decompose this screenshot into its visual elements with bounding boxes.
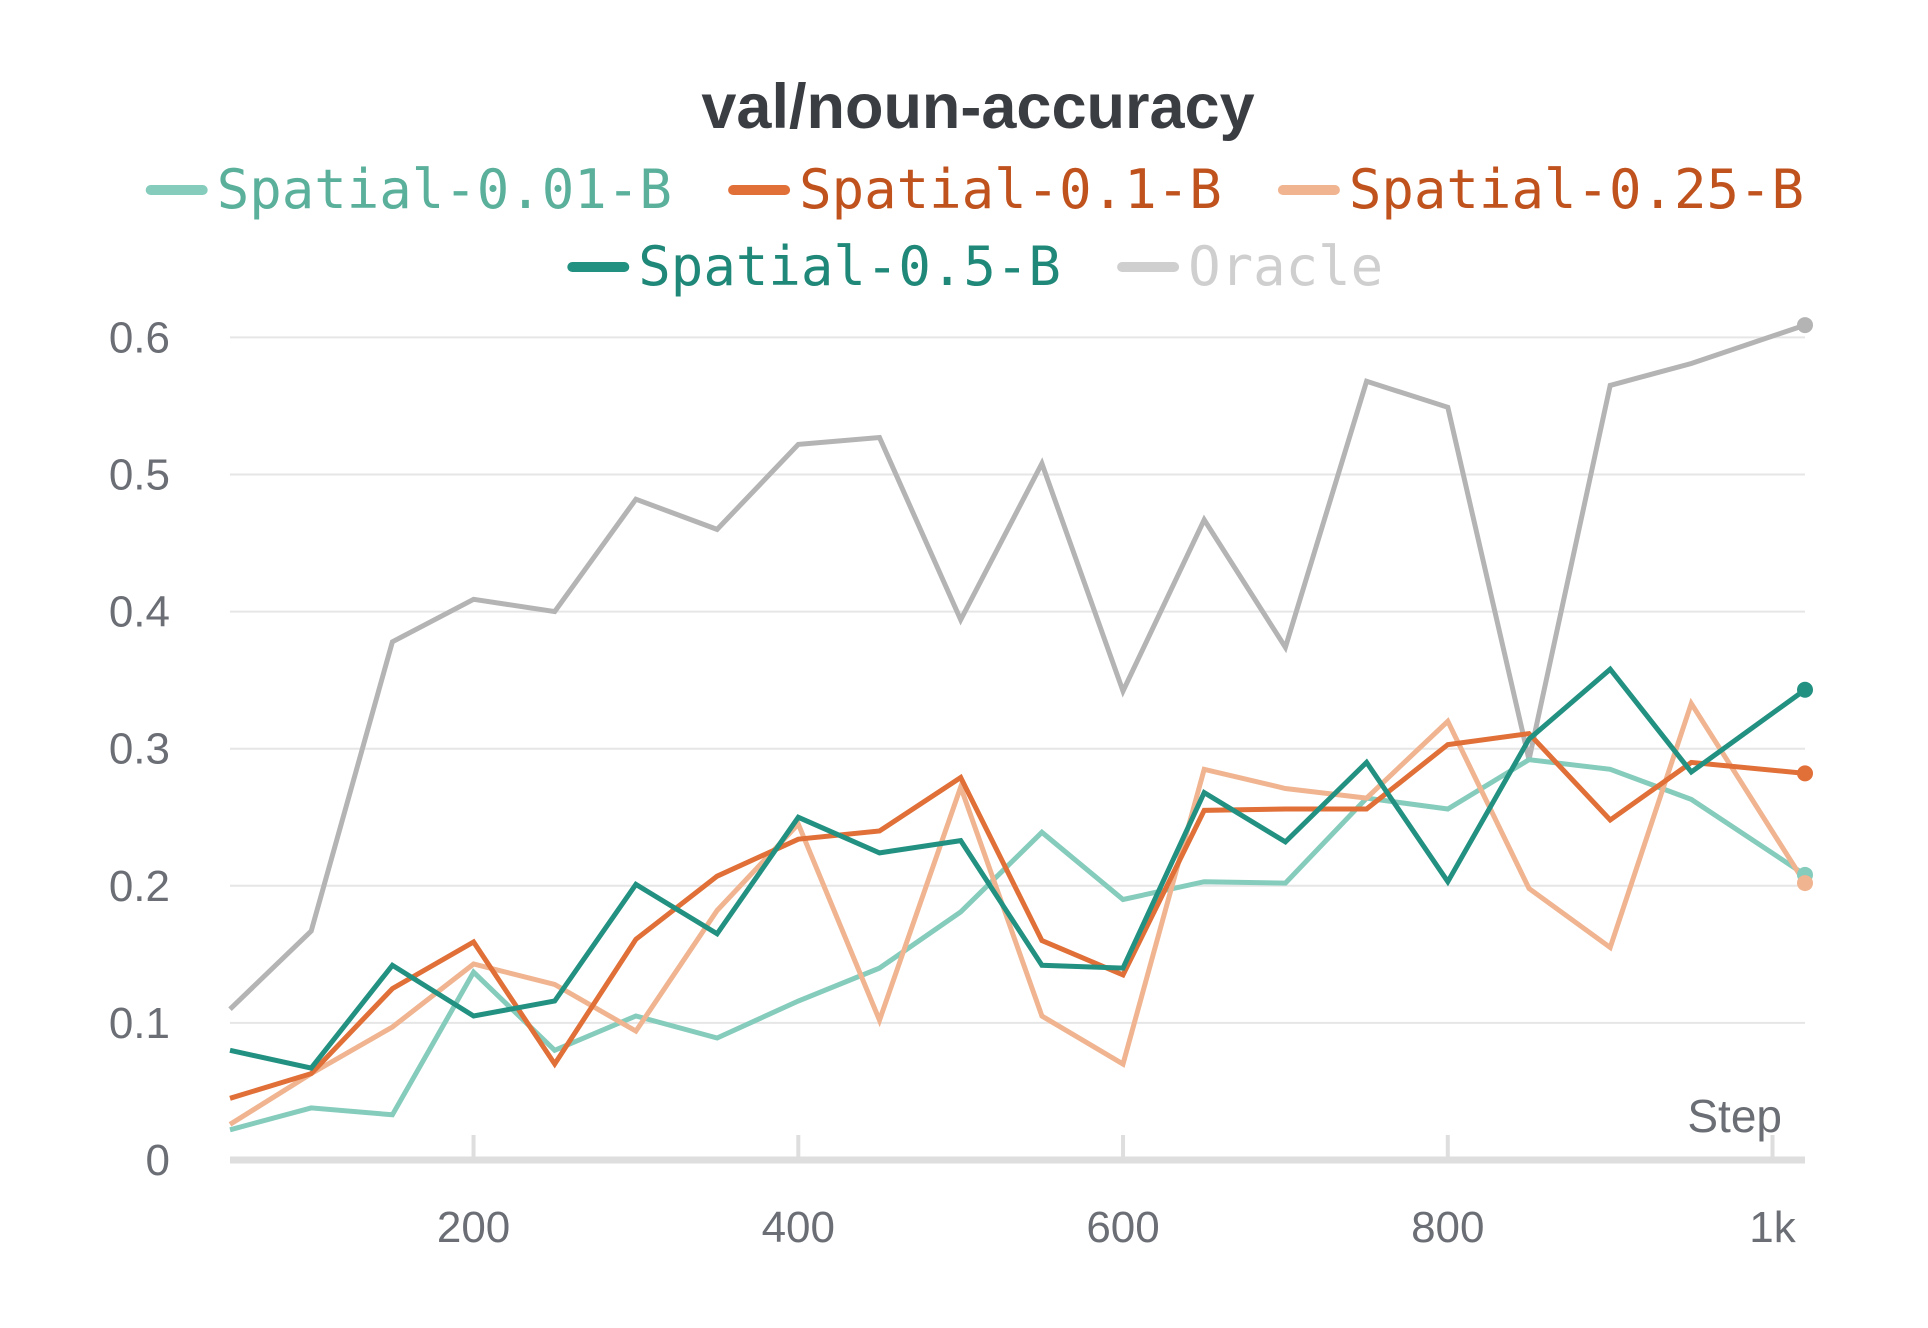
legend-item-spatial-0-1-b: Spatial-0.1-B — [728, 158, 1222, 221]
x-axis: 200 400 600 800 1k — [230, 1135, 1805, 1252]
x-tick-label: 200 — [437, 1203, 510, 1252]
x-axis-title: Step — [1687, 1090, 1782, 1142]
legend-label: Spatial-0.1-B — [799, 158, 1222, 221]
series-end-point-spatial-0-25-b — [1797, 875, 1813, 892]
legend-item-spatial-0-01-b: Spatial-0.01-B — [145, 158, 672, 221]
x-tick-label: 1k — [1749, 1203, 1796, 1252]
series-end-point-spatial-0-5-b — [1797, 681, 1813, 698]
x-tick-label: 800 — [1411, 1203, 1484, 1252]
legend-label: Oracle — [1188, 235, 1383, 298]
y-tick-label: 0.1 — [109, 999, 170, 1048]
series-line-oracle — [228, 322, 1806, 1012]
series-lines — [228, 322, 1808, 1133]
series-end-point-spatial-0-1-b — [1797, 765, 1813, 782]
legend-label: Spatial-0.01-B — [217, 158, 672, 221]
series-line-spatial-0-5-b — [229, 665, 1807, 1071]
series-end-points — [1797, 317, 1813, 892]
x-tick-label: 600 — [1086, 1203, 1159, 1252]
y-axis: 0 0.1 0.2 0.3 0.4 0.5 0.6 — [109, 313, 170, 1185]
y-tick-label: 0.4 — [109, 588, 170, 637]
y-tick-label: 0.5 — [109, 451, 170, 500]
series-line-spatial-0-1-b — [229, 730, 1806, 1101]
legend: Spatial-0.01-B Spatial-0.1-B Spatial-0.25-… — [145, 158, 1804, 298]
legend-item-spatial-0-25-b: Spatial-0.25-B — [1277, 158, 1804, 221]
legend-item-oracle: Oracle — [1117, 235, 1383, 298]
y-tick-label: 0.6 — [109, 313, 170, 362]
x-tick-label: 400 — [762, 1203, 835, 1252]
legend-label: Spatial-0.5-B — [638, 235, 1061, 298]
chart-title: val/noun-accuracy — [701, 72, 1254, 142]
y-tick-label: 0.3 — [109, 725, 170, 774]
legend-item-spatial-0-5-b: Spatial-0.5-B — [567, 235, 1061, 298]
y-tick-label: 0 — [146, 1136, 170, 1185]
y-tick-label: 0.2 — [109, 862, 170, 911]
series-end-point-oracle — [1797, 317, 1813, 334]
gridlines — [230, 336, 1805, 1024]
legend-label: Spatial-0.25-B — [1349, 158, 1804, 221]
